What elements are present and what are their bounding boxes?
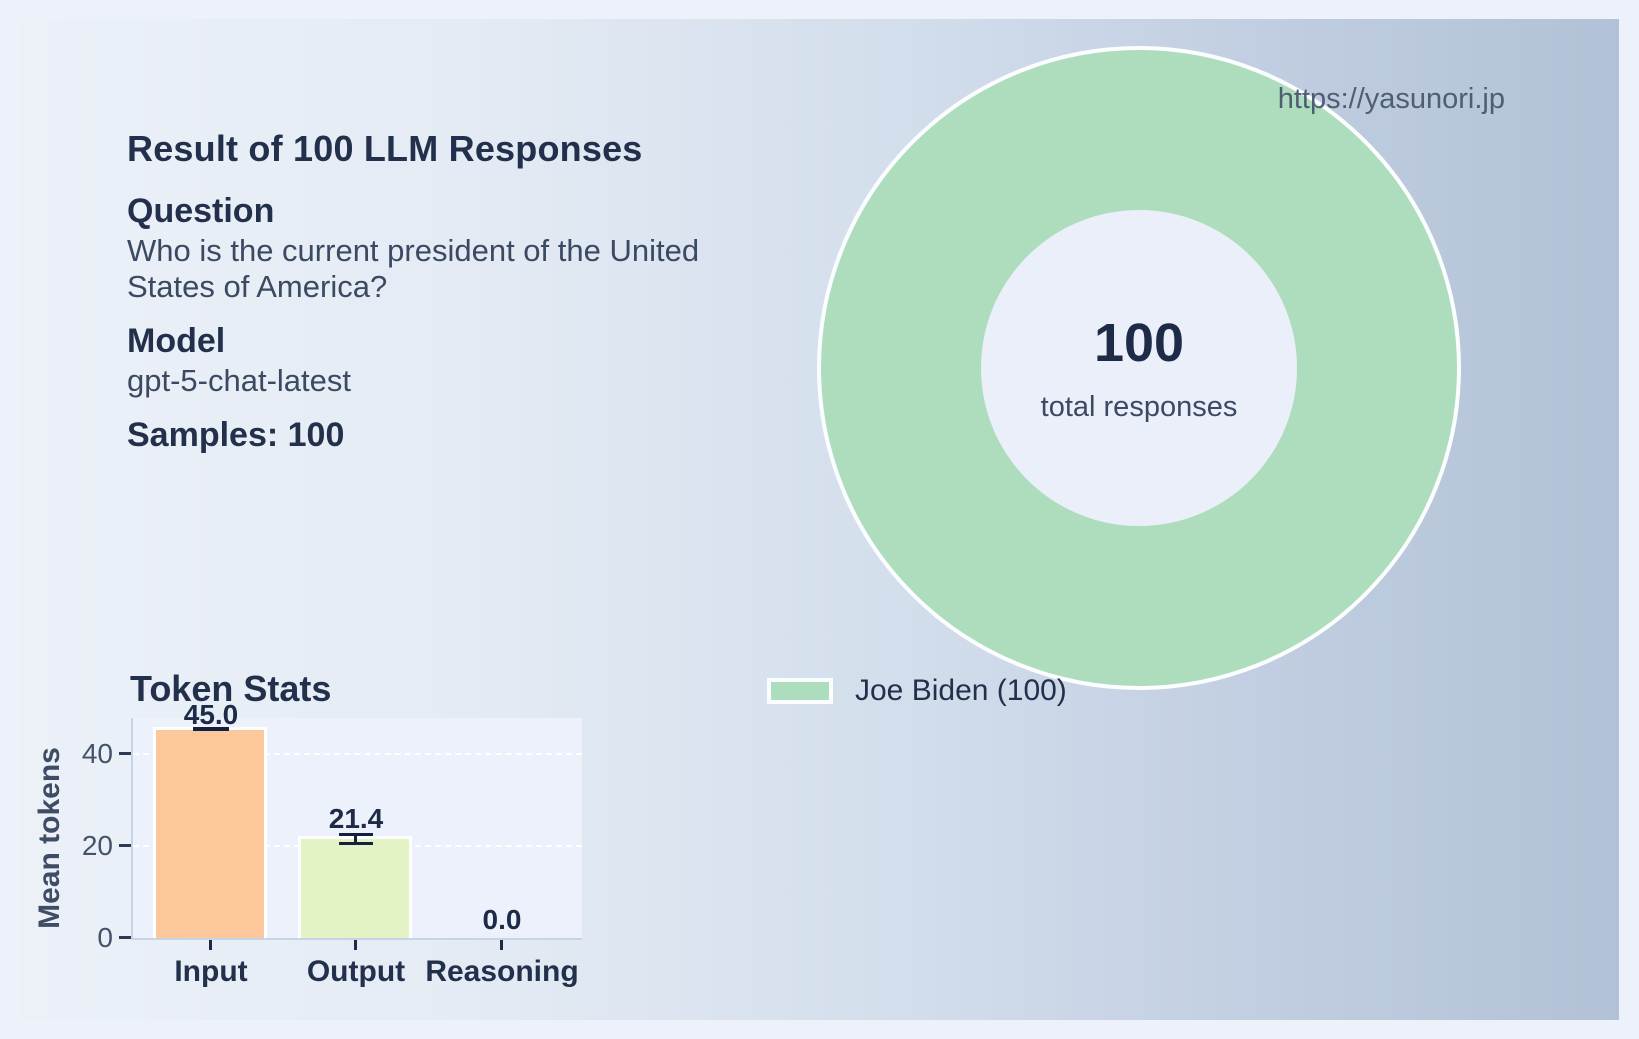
donut-chart: 100 total responses — [817, 46, 1461, 690]
x-tick-label-input: Input — [174, 955, 248, 988]
model-heading: Model — [127, 322, 226, 360]
gridline-40 — [133, 753, 582, 755]
x-tick-label-output: Output — [306, 955, 406, 988]
donut-hole: 100 total responses — [981, 210, 1297, 526]
page-title: Result of 100 LLM Responses — [127, 128, 643, 169]
value-label-output: 21.4 — [328, 803, 384, 834]
url-watermark: https://yasunori.jp — [1277, 83, 1505, 115]
x-tick-mark-output — [354, 940, 357, 950]
x-tick-mark-input — [209, 940, 212, 950]
bar-chart-plot-area — [131, 718, 582, 940]
samples-text: Samples: 100 — [127, 416, 345, 454]
value-label-reasoning: 0.0 — [482, 904, 522, 935]
error-bar-input-cap — [193, 727, 229, 731]
bar-output — [298, 836, 412, 938]
question-text: Who is the current president of the Unit… — [127, 233, 700, 304]
model-value: gpt-5-chat-latest — [127, 363, 351, 398]
x-tick-label-reasoning: Reasoning — [425, 955, 579, 988]
donut-center-value: 100 — [1093, 312, 1185, 373]
bar-chart-title: Token Stats — [130, 668, 332, 709]
y-tick-mark-40 — [119, 752, 131, 755]
y-tick-mark-0 — [119, 936, 131, 939]
donut-legend: Joe Biden (100) — [767, 674, 1067, 708]
y-tick-label-20: 20 — [81, 830, 113, 861]
question-heading: Question — [127, 192, 275, 230]
x-tick-mark-reasoning — [500, 940, 503, 950]
bar-input — [153, 727, 267, 938]
error-bar-output-line — [354, 833, 357, 845]
value-label-input: 45.0 — [183, 699, 239, 730]
y-tick-label-0: 0 — [97, 922, 113, 953]
y-tick-mark-20 — [119, 844, 131, 847]
donut-center-caption: total responses — [1040, 390, 1238, 423]
legend-label: Joe Biden (100) — [855, 674, 1067, 707]
legend-swatch — [767, 678, 833, 704]
y-tick-label-40: 40 — [81, 738, 113, 769]
